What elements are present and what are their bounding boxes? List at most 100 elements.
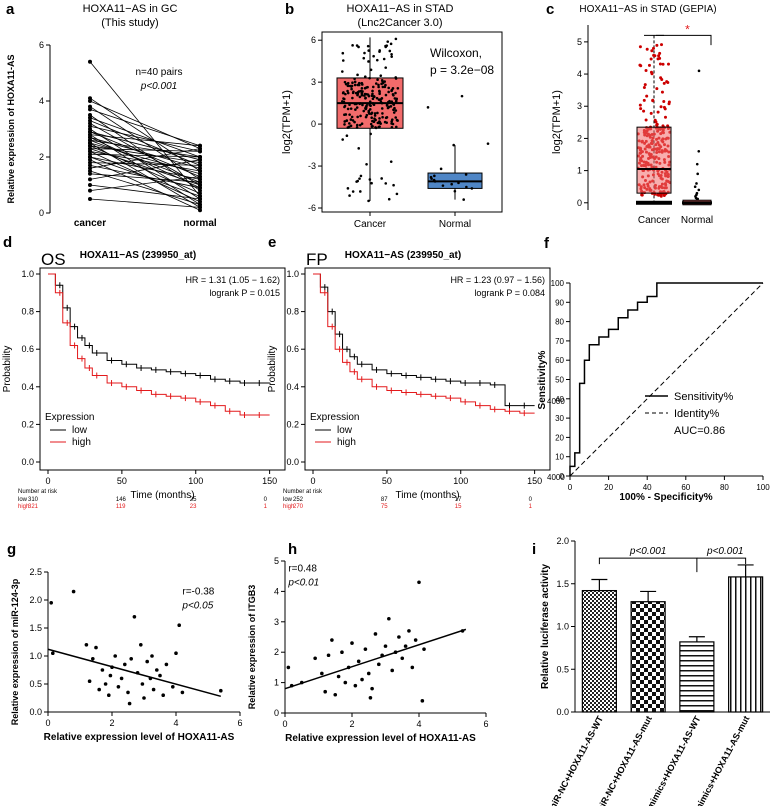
cancer-point: [369, 68, 373, 72]
plot-border: [39, 267, 286, 471]
legend-label-low: low: [337, 425, 353, 436]
y-tick-label: 4: [39, 96, 44, 106]
cancer-point: [388, 49, 392, 53]
scatter-point: [323, 689, 328, 694]
x-tick-label: 150: [262, 476, 277, 486]
scatter-point: [320, 671, 324, 676]
scatter-point: [350, 641, 354, 645]
cancer-point: [345, 119, 349, 122]
cancer-point: [390, 52, 393, 56]
pair-line: [89, 165, 201, 189]
x-tick-label: 4: [173, 718, 178, 728]
cancer-point: [394, 99, 398, 103]
cancer-point: [377, 85, 380, 89]
box-cancer: [636, 126, 672, 194]
y-tick-label: 0.4: [21, 382, 34, 392]
x-tick-label: 6: [483, 719, 488, 729]
y-tick-label: 30: [555, 414, 564, 423]
cancer-point: [659, 193, 663, 197]
risk-row-label: low: [283, 497, 293, 503]
cancer-point: [372, 120, 376, 123]
plot-border: [321, 31, 503, 213]
scatter-point: [71, 589, 76, 594]
cancer-point: [350, 84, 354, 88]
scatter-point: [366, 671, 371, 676]
cancer-point: [387, 101, 391, 105]
cancer-point: [367, 199, 370, 203]
normal-point: [198, 202, 202, 207]
scatter-point: [164, 662, 169, 667]
x-tick-label: 2: [349, 719, 354, 729]
cancer-point: [395, 118, 399, 122]
x-tick-label: 2: [109, 718, 114, 728]
cancer-point: [384, 93, 388, 97]
cancer-point: [369, 132, 372, 136]
y-axis-label: Relative luciferase activity: [540, 564, 551, 690]
risk-count: 87: [381, 497, 388, 503]
cancer-point: [639, 107, 643, 111]
normal-point: [198, 163, 202, 168]
x-tick-label: 60: [681, 483, 690, 492]
y-tick-label: 0.5: [556, 664, 569, 674]
cancer-point: [666, 124, 670, 128]
cancer-point: [88, 183, 92, 187]
p-value-annotation: p<0.05: [181, 600, 213, 611]
scatter-point: [97, 687, 101, 692]
normal-point: [697, 149, 701, 153]
cancer-point: [368, 100, 372, 103]
panel-letter-f: f: [544, 235, 550, 252]
cancer-point: [667, 100, 671, 104]
pair-line: [89, 97, 201, 172]
p-value-annotation: p<0.001: [140, 81, 177, 92]
cancer-point: [391, 93, 395, 96]
cancer-point: [88, 59, 92, 64]
y-tick-label: 1.0: [286, 269, 299, 279]
cancer-point: [360, 87, 364, 90]
normal-point: [693, 185, 697, 188]
cancer-point: [662, 105, 666, 109]
panel-f: 0 10 20 30 40 50 60 70 80 90 100 0 20 40 60 80 100 Sensit…: [537, 279, 770, 503]
scatter-point: [119, 676, 124, 681]
y-axis-label: Probability: [2, 346, 13, 393]
y-tick-label: 4: [577, 69, 582, 79]
cancer-point: [376, 78, 379, 82]
cancer-point: [375, 96, 379, 100]
cancer-point: [365, 104, 368, 108]
cancer-point: [353, 83, 357, 87]
cancer-point: [654, 120, 658, 124]
y-tick-label: 2: [274, 647, 279, 657]
panel-c: HOXA11−AS in STAD (GEPIA) 0 1 2 3 4 5 Cancer Nor…: [551, 4, 717, 226]
cancer-point: [350, 115, 354, 119]
scatter-point: [387, 616, 391, 621]
category-label-Cancer: Cancer: [354, 219, 387, 230]
cancer-point: [396, 87, 400, 90]
y-tick-label: 0.8: [286, 307, 299, 317]
risk-count: 252: [293, 497, 304, 503]
cancer-point: [387, 90, 390, 94]
cancer-point: [380, 101, 384, 105]
scatter-point: [49, 601, 53, 605]
y-tick-label: 3: [274, 617, 279, 627]
cancer-point: [386, 40, 390, 43]
cancer-point: [657, 54, 661, 58]
cancer-point: [88, 107, 92, 112]
panel-letter-d: d: [3, 234, 12, 251]
y-tick-label: 2.0: [29, 595, 42, 605]
cancer-point: [651, 98, 655, 102]
y-tick-label: 3: [311, 77, 316, 87]
scatter-point: [397, 635, 401, 639]
y-tick-label: 0.2: [21, 419, 34, 429]
cancer-point: [379, 74, 383, 78]
scatter-point: [400, 656, 405, 661]
y-tick-label: 60: [555, 356, 564, 365]
y-tick-label: 6: [39, 40, 44, 50]
normal-point: [465, 185, 468, 189]
cancer-point: [88, 113, 92, 117]
y-tick-label: 0.0: [21, 457, 34, 467]
cancer-point: [348, 122, 351, 125]
normal-point: [460, 94, 464, 98]
km-curve-low: [313, 273, 535, 407]
normal-point: [464, 173, 468, 176]
